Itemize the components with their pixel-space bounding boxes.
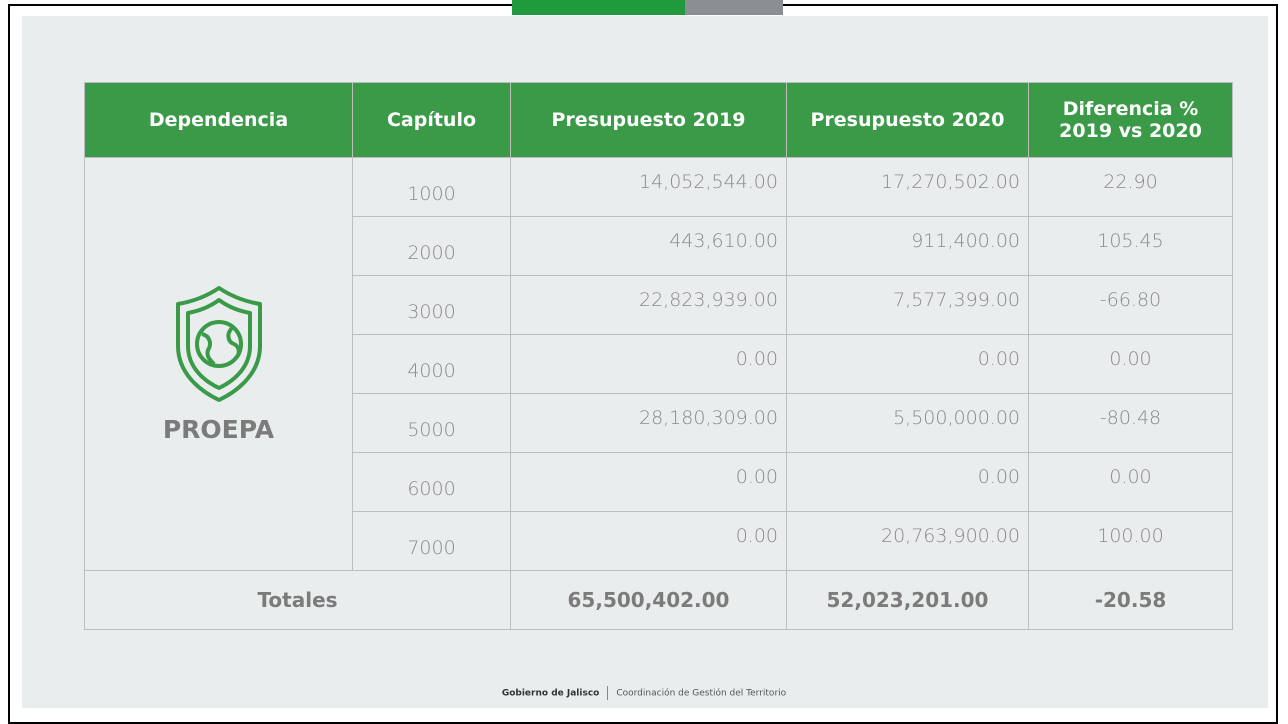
top-bar-green <box>512 0 685 15</box>
row: 7000 0.00 20,763,900.00 100.00 <box>85 511 1233 571</box>
row: 5000 28,180,309.00 5,500,000.00 -80.48 <box>85 393 1233 453</box>
cell: 20,763,900.00 <box>786 511 1029 571</box>
cell: 100.00 <box>1028 511 1233 571</box>
cell: 6000 <box>352 452 511 512</box>
cell: 0.00 <box>510 334 787 394</box>
row: PROEPA 1000 14,052,544.00 17,270,502.00 22.9… <box>84 157 1233 571</box>
total-cell: -20.58 <box>1028 570 1233 630</box>
cell: 4000 <box>352 334 511 394</box>
cell: 2000 <box>352 216 511 276</box>
header-cell: Presupuesto 2019 <box>510 82 787 158</box>
top-bar-gray <box>685 0 783 15</box>
header-row: Dependencia Capítulo Presupuesto 2019 Presu… <box>84 82 1233 158</box>
footer: Gobierno de Jalisco Coordinación de Gesti… <box>0 686 1288 700</box>
budget-table: Dependencia Capítulo Presupuesto 2019 Presu… <box>84 82 1233 630</box>
cell: 14,052,544.00 <box>510 157 787 217</box>
cell: 0.00 <box>786 452 1029 512</box>
cell: 5000 <box>352 393 511 453</box>
cell: 7000 <box>352 511 511 571</box>
logo <box>175 286 262 402</box>
header-cell: Dependencia <box>84 82 353 158</box>
footer-org: Gobierno de Jalisco <box>501 688 600 699</box>
totals-row: Totales 65,500,402.00 52,023,201.00 -20.58 <box>84 570 1233 630</box>
cell: 17,270,502.00 <box>786 157 1029 217</box>
cell: 3000 <box>352 275 511 335</box>
cell: 105.45 <box>1028 216 1233 276</box>
cell: -66.80 <box>1028 275 1233 335</box>
cell: 22,823,939.00 <box>510 275 787 335</box>
total-cell: 52,023,201.00 <box>786 570 1029 630</box>
cell: 22.90 <box>1028 157 1233 217</box>
cell: 443,610.00 <box>510 216 787 276</box>
cell: 0.00 <box>1028 452 1233 512</box>
cell: 0.00 <box>510 511 787 571</box>
row: 3000 22,823,939.00 7,577,399.00 -66.80 <box>85 275 1233 335</box>
cell: 7,577,399.00 <box>786 275 1029 335</box>
dependencia-cell: PROEPA <box>84 157 353 571</box>
cell: 1000 <box>352 157 511 217</box>
cell: 0.00 <box>510 452 787 512</box>
cell: 0.00 <box>786 334 1029 394</box>
cell: 0.00 <box>1028 334 1233 394</box>
cell: -80.48 <box>1028 393 1233 453</box>
header-cell: Presupuesto 2020 <box>786 82 1029 158</box>
row: 4000 0.00 0.00 0.00 <box>85 334 1233 394</box>
footer-unit: Coordinación de Gestión del Territorio <box>616 688 787 699</box>
cell: 28,180,309.00 <box>510 393 787 453</box>
header-cell: Capítulo <box>352 82 511 158</box>
separator <box>607 686 609 700</box>
dependencia-name: PROEPA <box>162 415 275 444</box>
header-cell: Diferencia % 2019 vs 2020 <box>1028 82 1233 158</box>
total-cell: 65,500,402.00 <box>510 570 787 630</box>
cell: 5,500,000.00 <box>786 393 1029 453</box>
totals-label: Totales <box>84 570 511 630</box>
cell: 911,400.00 <box>786 216 1029 276</box>
row: 6000 0.00 0.00 0.00 <box>85 452 1233 512</box>
